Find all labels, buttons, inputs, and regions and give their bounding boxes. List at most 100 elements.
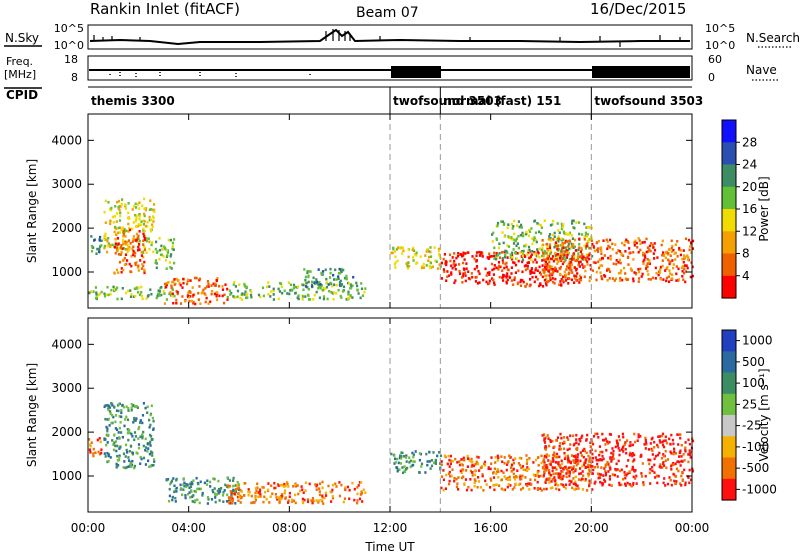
heatmap-cell bbox=[420, 462, 424, 466]
heatmap-cell bbox=[173, 278, 176, 281]
heatmap-cell bbox=[660, 457, 663, 460]
heatmap-cell bbox=[679, 436, 682, 440]
heatmap-cell bbox=[572, 219, 575, 223]
heatmap-cell bbox=[666, 458, 670, 461]
heatmap-cell bbox=[183, 481, 186, 485]
heatmap-cell bbox=[452, 262, 455, 266]
heatmap-cell bbox=[440, 261, 443, 265]
heatmap-cell bbox=[604, 465, 607, 468]
heatmap-cell bbox=[502, 223, 505, 226]
heatmap-cell bbox=[523, 264, 526, 268]
heatmap-cell bbox=[549, 223, 552, 227]
heatmap-cell bbox=[577, 263, 580, 267]
heatmap-cell bbox=[578, 278, 581, 281]
heatmap-cell bbox=[237, 483, 240, 486]
heatmap-cell bbox=[475, 455, 479, 459]
heatmap-cell bbox=[103, 235, 106, 238]
heatmap-cell bbox=[210, 284, 213, 287]
heatmap-cell bbox=[160, 293, 163, 297]
heatmap-cell bbox=[194, 490, 197, 493]
heatmap-cell bbox=[586, 235, 589, 238]
heatmap-cell bbox=[409, 465, 412, 469]
heatmap-cell bbox=[345, 298, 348, 301]
heatmap-cell bbox=[237, 486, 240, 489]
heatmap-cell bbox=[240, 490, 243, 493]
heatmap-cell bbox=[512, 225, 515, 228]
colorbar-swatch bbox=[722, 120, 736, 143]
heatmap-cell bbox=[572, 455, 576, 458]
heatmap-cell bbox=[111, 404, 114, 407]
heatmap-cell bbox=[609, 466, 612, 470]
heatmap-cell bbox=[498, 484, 501, 487]
heatmap-cell bbox=[657, 273, 660, 277]
heatmap-cell bbox=[114, 444, 117, 448]
heatmap-cell bbox=[559, 272, 562, 276]
heatmap-cell bbox=[647, 273, 650, 276]
heatmap-cell bbox=[288, 292, 291, 296]
heatmap-cell bbox=[536, 488, 539, 491]
heatmap-cell bbox=[506, 244, 509, 247]
heatmap-cell bbox=[564, 257, 567, 261]
heatmap-cell bbox=[506, 256, 509, 259]
heatmap-cell bbox=[429, 250, 432, 254]
heatmap-cell bbox=[215, 298, 219, 302]
heatmap-cell bbox=[588, 279, 591, 283]
heatmap-cell bbox=[151, 438, 154, 441]
heatmap-cell bbox=[510, 237, 513, 241]
heatmap-cell bbox=[521, 465, 525, 468]
heatmap-cell bbox=[400, 457, 403, 460]
heatmap-cell bbox=[215, 493, 218, 496]
heatmap-cell bbox=[149, 464, 152, 468]
heatmap-cell bbox=[651, 469, 654, 473]
heatmap-cell bbox=[473, 478, 476, 481]
heatmap-cell bbox=[570, 269, 573, 272]
heatmap-cell bbox=[625, 464, 628, 468]
heatmap-cell bbox=[247, 490, 250, 494]
heatmap-cell bbox=[676, 255, 679, 258]
heatmap-cell bbox=[104, 438, 107, 441]
heatmap-cell bbox=[607, 462, 610, 466]
heatmap-cell bbox=[461, 261, 465, 265]
heatmap-cell bbox=[447, 454, 450, 458]
heatmap-cell bbox=[670, 483, 673, 487]
heatmap-cell bbox=[396, 468, 399, 471]
heatmap-cell bbox=[671, 259, 674, 262]
heatmap-cell bbox=[254, 498, 257, 502]
heatmap-cell bbox=[292, 286, 295, 290]
heatmap-cell bbox=[475, 265, 479, 268]
heatmap-cell bbox=[606, 460, 609, 464]
heatmap-cell bbox=[315, 484, 318, 488]
heatmap-cell bbox=[575, 275, 578, 278]
heatmap-cell bbox=[604, 473, 607, 477]
heatmap-cell bbox=[511, 251, 514, 255]
heatmap-cell bbox=[558, 448, 561, 451]
heatmap-cell bbox=[111, 243, 114, 247]
heatmap-cell bbox=[472, 464, 475, 468]
heatmap-cell bbox=[560, 283, 563, 286]
heatmap-cell bbox=[500, 220, 503, 223]
heatmap-cell bbox=[551, 469, 554, 473]
heatmap-cell bbox=[585, 451, 588, 455]
heatmap-cell bbox=[225, 500, 229, 503]
heatmap-cell bbox=[554, 254, 557, 258]
heatmap-cell bbox=[331, 488, 334, 492]
heatmap-cell bbox=[556, 270, 559, 273]
heatmap-cell bbox=[269, 495, 272, 498]
heatmap-cell bbox=[250, 501, 253, 505]
heatmap-cell bbox=[477, 456, 480, 459]
heatmap-cell bbox=[621, 278, 624, 282]
heatmap-cell bbox=[633, 469, 636, 472]
heatmap-cell bbox=[119, 421, 122, 424]
heatmap-cell bbox=[278, 290, 281, 293]
heatmap-cell bbox=[612, 450, 615, 453]
heatmap-cell bbox=[611, 248, 614, 251]
heatmap-cell bbox=[176, 292, 179, 296]
heatmap-cell bbox=[144, 446, 148, 449]
heatmap-cell bbox=[552, 268, 555, 271]
heatmap-cell bbox=[689, 241, 693, 244]
heatmap-cell bbox=[682, 249, 685, 252]
colorbar-tick-label: 28 bbox=[742, 135, 757, 149]
heatmap-cell bbox=[540, 248, 543, 252]
heatmap-cell bbox=[409, 459, 412, 463]
heatmap-cell bbox=[179, 483, 182, 487]
